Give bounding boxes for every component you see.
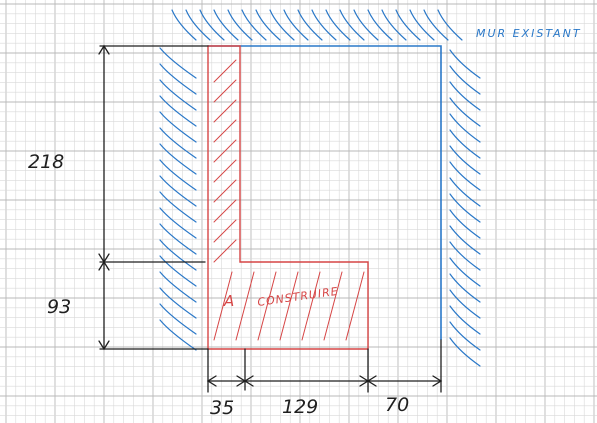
construction-hatch-stroke (345, 271, 365, 341)
wall-hatch-stroke (171, 9, 197, 41)
wall-hatch-stroke (159, 287, 197, 319)
wall-hatch-stroke (159, 239, 197, 271)
wall-hatch-stroke (409, 9, 435, 41)
wall-hatch-stroke (159, 111, 197, 143)
construction-hatch-stroke (213, 59, 237, 83)
wall-hatch-stroke (159, 255, 197, 287)
construction-hatch-stroke (213, 99, 237, 123)
wall-hatch-stroke (449, 97, 481, 127)
wall-hatch-stroke (159, 319, 197, 351)
construction-hatch-stroke (323, 271, 343, 341)
wall-hatch-stroke (255, 9, 281, 41)
wall-hatch-stroke (423, 9, 449, 41)
wall-hatch-stroke (449, 321, 481, 351)
wall-hatch-stroke (449, 289, 481, 319)
wall-hatch-stroke (449, 273, 481, 303)
dimension-93: 93 (47, 296, 71, 318)
wall-hatch-stroke (283, 9, 309, 41)
wall-hatch-stroke (269, 9, 295, 41)
construction-hatch-stroke (213, 159, 237, 183)
wall-hatch-stroke (449, 49, 481, 79)
wall-hatch-stroke (381, 9, 407, 41)
dimension-lines (98, 44, 443, 393)
wall-hatch-stroke (449, 257, 481, 287)
wall-hatch-stroke (449, 113, 481, 143)
wall-hatch-stroke (159, 95, 197, 127)
wall-hatch-stroke (449, 65, 481, 95)
wall-hatch-stroke (339, 9, 365, 41)
wall-hatch-stroke (449, 225, 481, 255)
construction-hatch-stroke (213, 239, 237, 263)
existing-wall-label: MUR EXISTANT (476, 27, 582, 40)
wall-hatch-stroke (449, 193, 481, 223)
wall-hatch-stroke (213, 9, 239, 41)
wall-hatch-stroke (159, 47, 197, 79)
construction-hatch-stroke (235, 271, 255, 341)
wall-hatch-stroke (199, 9, 225, 41)
wall-hatch-stroke (437, 9, 463, 41)
construction-hatch-stroke (257, 271, 277, 341)
wall-hatch-stroke (353, 9, 379, 41)
wall-hatch-stroke (449, 81, 481, 111)
wall-hatch-stroke (227, 9, 253, 41)
construction-hatch-stroke (213, 179, 237, 203)
construction-hatch-stroke (213, 79, 237, 103)
wall-hatch-stroke (159, 223, 197, 255)
wall-hatch-stroke (159, 303, 197, 335)
construction-hatch-stroke (213, 139, 237, 163)
construction-hatch-stroke (301, 271, 321, 341)
wall-hatch-stroke (159, 143, 197, 175)
wall-hatch-stroke (159, 207, 197, 239)
construction-hatch-stroke (213, 219, 237, 243)
wall-hatch-stroke (159, 271, 197, 303)
wall-hatch-stroke (159, 127, 197, 159)
wall-hatch-stroke (449, 337, 481, 367)
wall-hatch-stroke (159, 159, 197, 191)
dimension-70: 70 (385, 394, 409, 416)
wall-hatch-stroke (449, 209, 481, 239)
wall-hatch-stroke (325, 9, 351, 41)
dimension-218: 218 (28, 151, 64, 173)
wall-hatch-stroke (297, 9, 323, 41)
construction-hatch-stroke (213, 271, 233, 341)
wall-hatch-stroke (159, 191, 197, 223)
wall-hatch-stroke (159, 175, 197, 207)
wall-hatch-stroke (449, 161, 481, 191)
wall-hatch-stroke (449, 305, 481, 335)
wall-hatch-stroke (449, 145, 481, 175)
wall-hatch-stroke (241, 9, 267, 41)
existing-wall-outline (208, 45, 442, 340)
dimension-35: 35 (210, 397, 234, 419)
wall-hatch-stroke (449, 177, 481, 207)
wall-hatch-stroke (367, 9, 393, 41)
wall-hatch-stroke (185, 9, 211, 41)
wall-hatch-stroke (395, 9, 421, 41)
to-build-prefix-label: A (223, 292, 234, 310)
construction-hatch-stroke (213, 199, 237, 223)
existing-wall-hatching (159, 9, 481, 367)
wall-hatch-stroke (311, 9, 337, 41)
construction-hatch-stroke (279, 271, 299, 341)
wall-hatch-stroke (159, 79, 197, 111)
new-construction-hatching (213, 59, 365, 341)
dimension-129: 129 (282, 396, 318, 418)
wall-hatch-stroke (449, 241, 481, 271)
wall-hatch-stroke (449, 129, 481, 159)
wall-hatch-stroke (159, 63, 197, 95)
construction-hatch-stroke (213, 119, 237, 143)
